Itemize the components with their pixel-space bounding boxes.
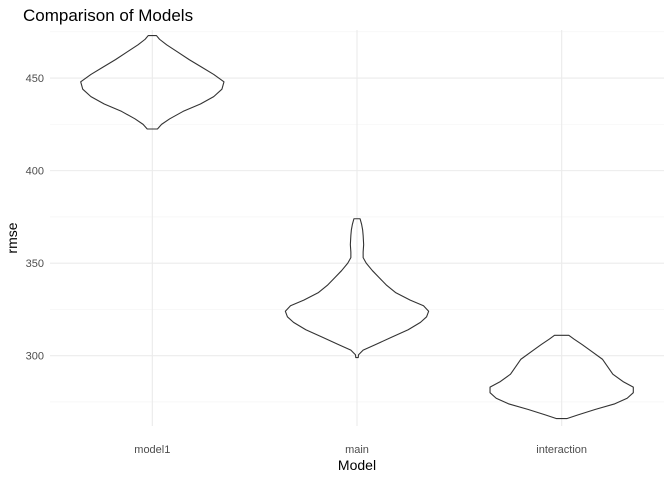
x-tick-label: model1 xyxy=(134,444,170,456)
y-tick-label: 350 xyxy=(26,258,44,270)
y-axis-ticks: 300 350 400 450 xyxy=(26,73,44,363)
y-tick-label: 300 xyxy=(26,351,44,363)
violin-interaction xyxy=(489,334,634,420)
y-tick-label: 400 xyxy=(26,166,44,178)
y-tick-label: 450 xyxy=(26,73,44,85)
violin-model1 xyxy=(80,35,225,130)
x-axis-ticks: model1 main interaction xyxy=(134,444,587,456)
y-axis-title: rmse xyxy=(4,222,20,253)
violins xyxy=(80,35,634,420)
grid xyxy=(50,30,664,426)
x-tick-label: main xyxy=(345,444,369,456)
x-axis-title: Model xyxy=(338,457,376,473)
x-tick-label: interaction xyxy=(536,444,587,456)
chart-title: Comparison of Models xyxy=(23,6,193,25)
violin-main xyxy=(284,218,430,359)
